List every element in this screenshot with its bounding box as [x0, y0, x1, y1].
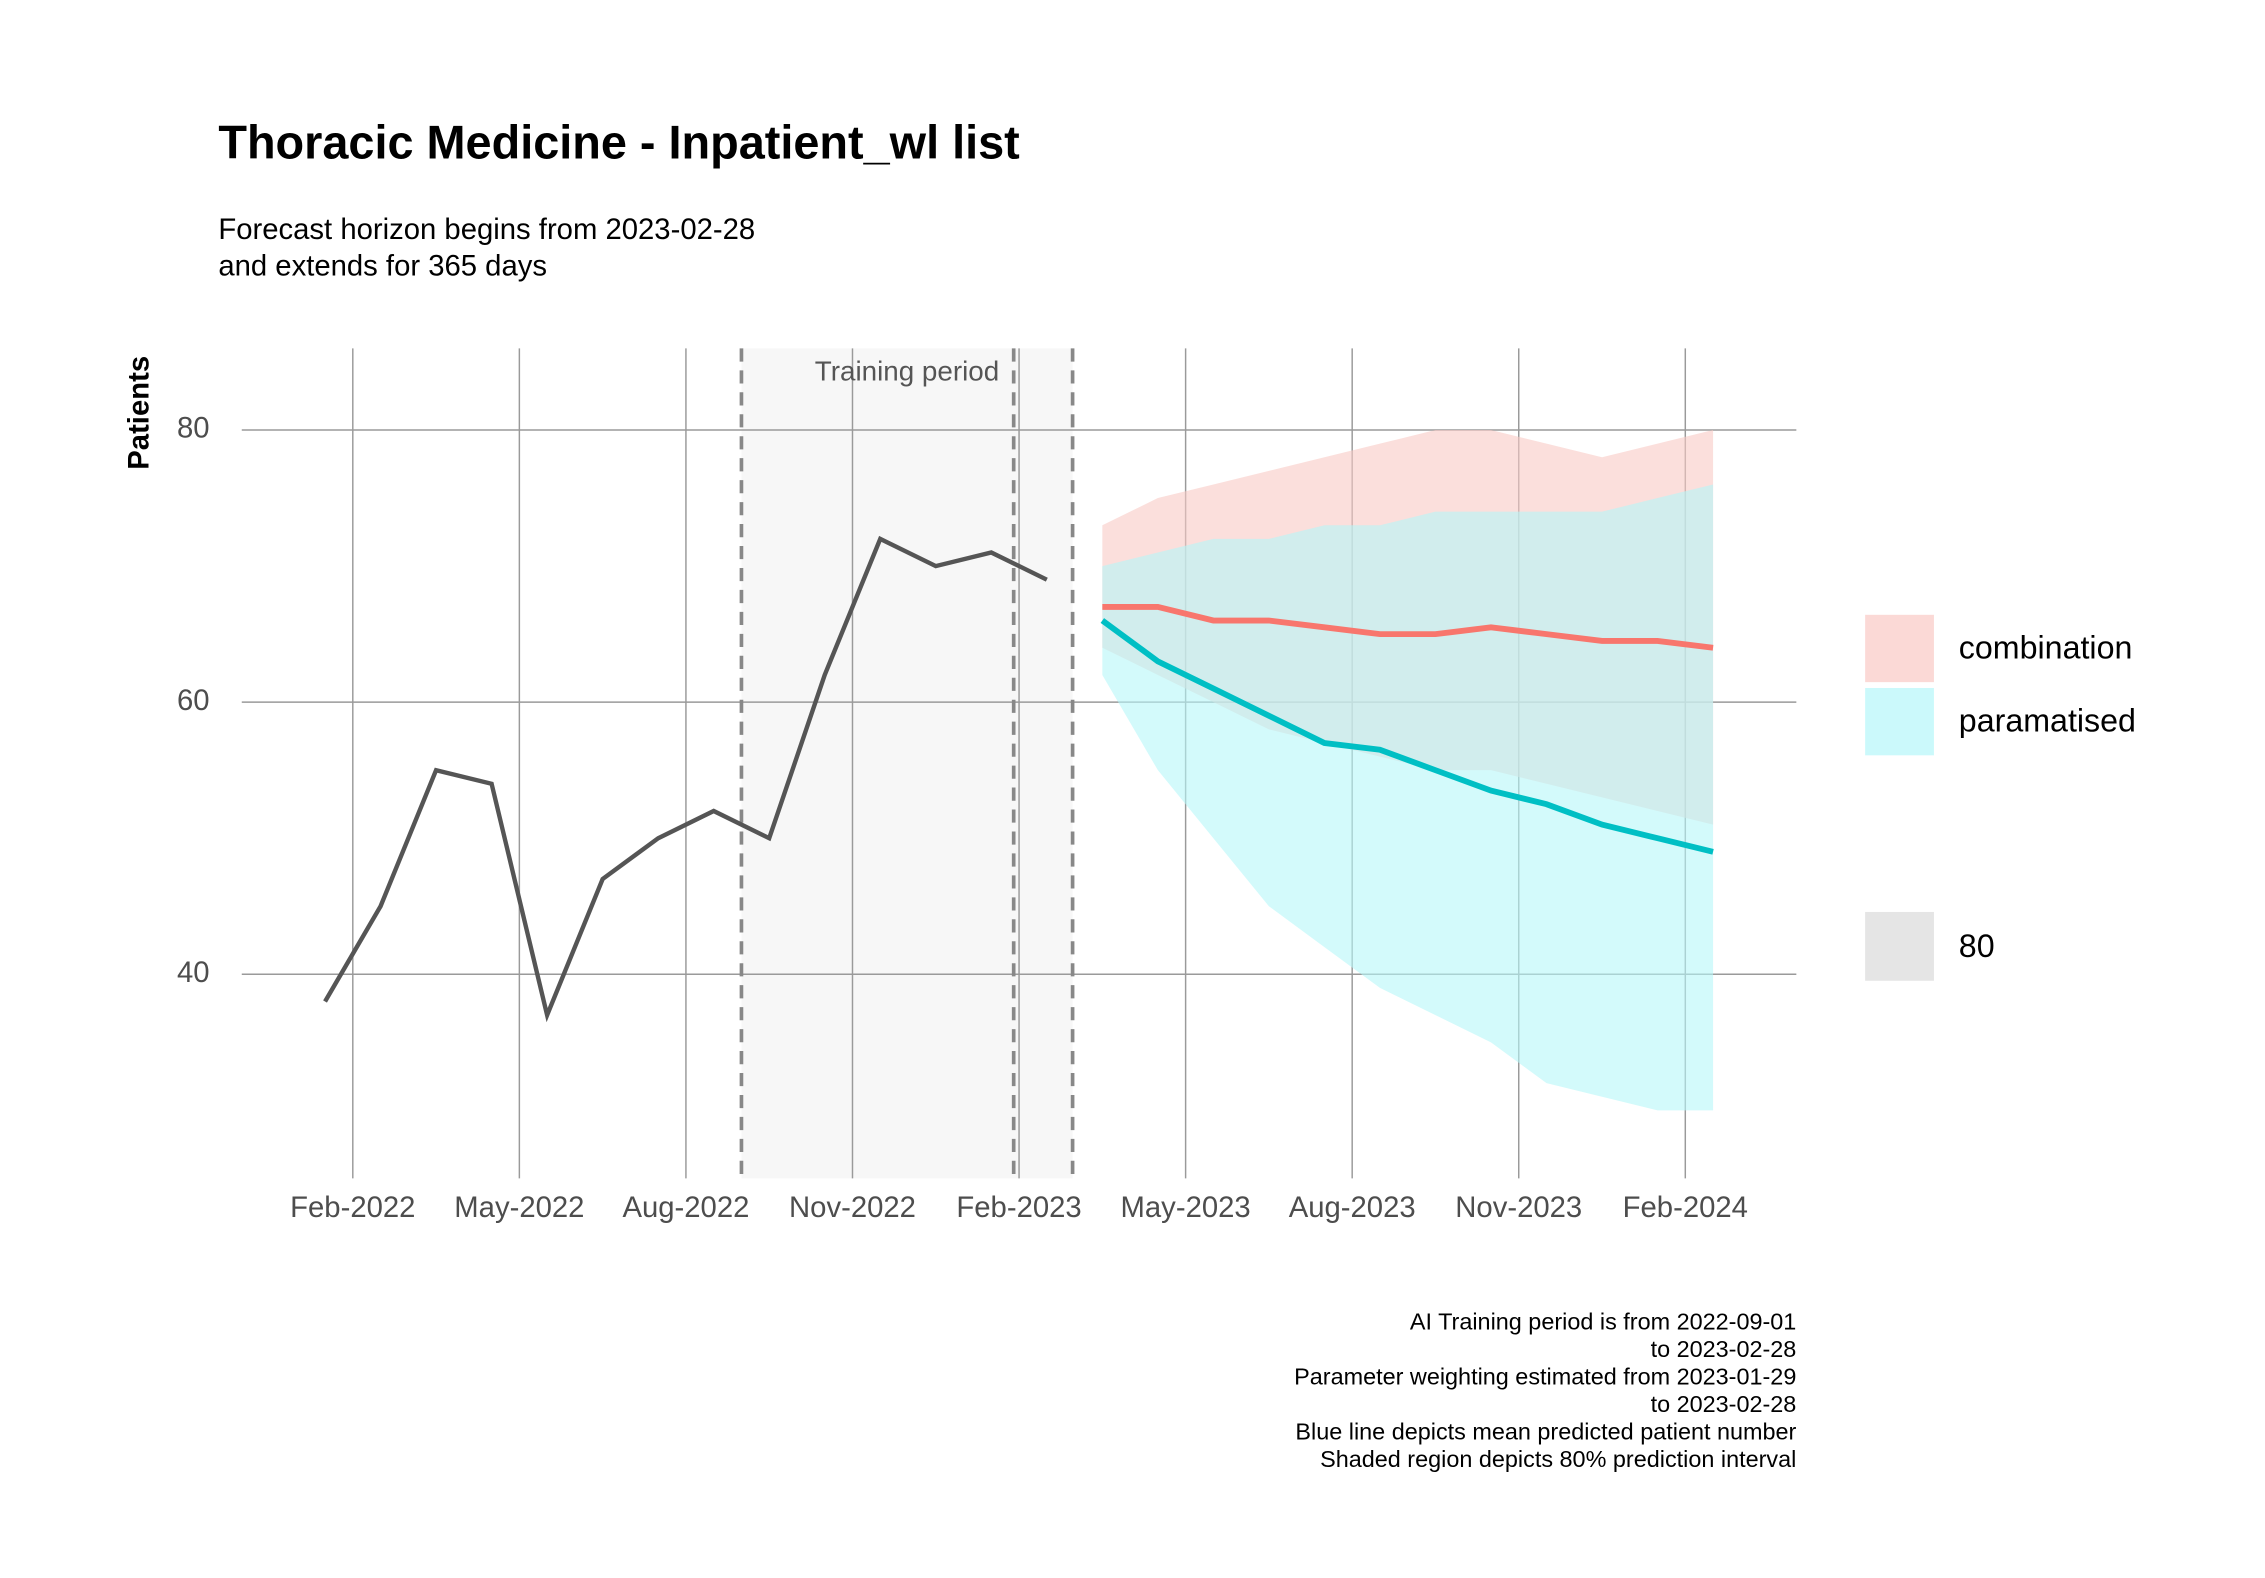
y-tick-label: 80: [177, 413, 210, 445]
caption: to 2023-02-28: [1651, 1336, 1797, 1362]
legend-swatch: [1865, 614, 1934, 683]
chart-title: Thoracic Medicine - Inpatient_wl list: [218, 117, 1020, 169]
x-tick-label: Aug-2022: [622, 1192, 749, 1224]
caption: Parameter weighting estimated from 2023-…: [1294, 1364, 1796, 1390]
training-label: Training period: [815, 356, 999, 387]
x-tick-label: May-2023: [1121, 1192, 1251, 1224]
y-axis-label: Patients: [123, 356, 155, 470]
legend-label: combination: [1959, 629, 2133, 665]
caption: Shaded region depicts 80% prediction int…: [1320, 1446, 1796, 1472]
x-tick-label: May-2022: [454, 1192, 584, 1224]
legend-label: 80: [1959, 928, 1995, 964]
x-tick-label: Feb-2022: [290, 1192, 415, 1224]
legend-label: paramatised: [1959, 703, 2136, 739]
legend-swatch: [1865, 911, 1934, 981]
plot: 40 60 80 Feb-2022 May-2022 Aug-2022 Nov-2022 Fe…: [177, 348, 2136, 1472]
x-tick-label: Nov-2023: [1455, 1192, 1582, 1224]
x-tick-label: Feb-2023: [956, 1192, 1081, 1224]
forecast-line: [1100, 618, 1714, 855]
y-tick-label: 60: [177, 685, 210, 717]
forecast-line: [1102, 603, 1714, 651]
observed-line: [323, 535, 1048, 1023]
x-tick-label: Nov-2022: [789, 1192, 916, 1224]
caption: Blue line depicts mean predicted patient…: [1295, 1419, 1796, 1445]
y-tick-label: 40: [177, 957, 210, 989]
caption: to 2023-02-28: [1651, 1391, 1797, 1417]
x-tick-label: Aug-2023: [1289, 1192, 1416, 1224]
training-shade: [741, 348, 1073, 1179]
prediction-band: [1102, 484, 1714, 1111]
subtitle: and extends for 365 days: [218, 251, 547, 283]
legend-swatch: [1865, 687, 1934, 756]
subtitle: Forecast horizon begins from 2023-02-28: [218, 214, 755, 246]
x-tick-label: Feb-2024: [1623, 1192, 1748, 1224]
caption: AI Training period is from 2022-09-01: [1410, 1308, 1796, 1334]
